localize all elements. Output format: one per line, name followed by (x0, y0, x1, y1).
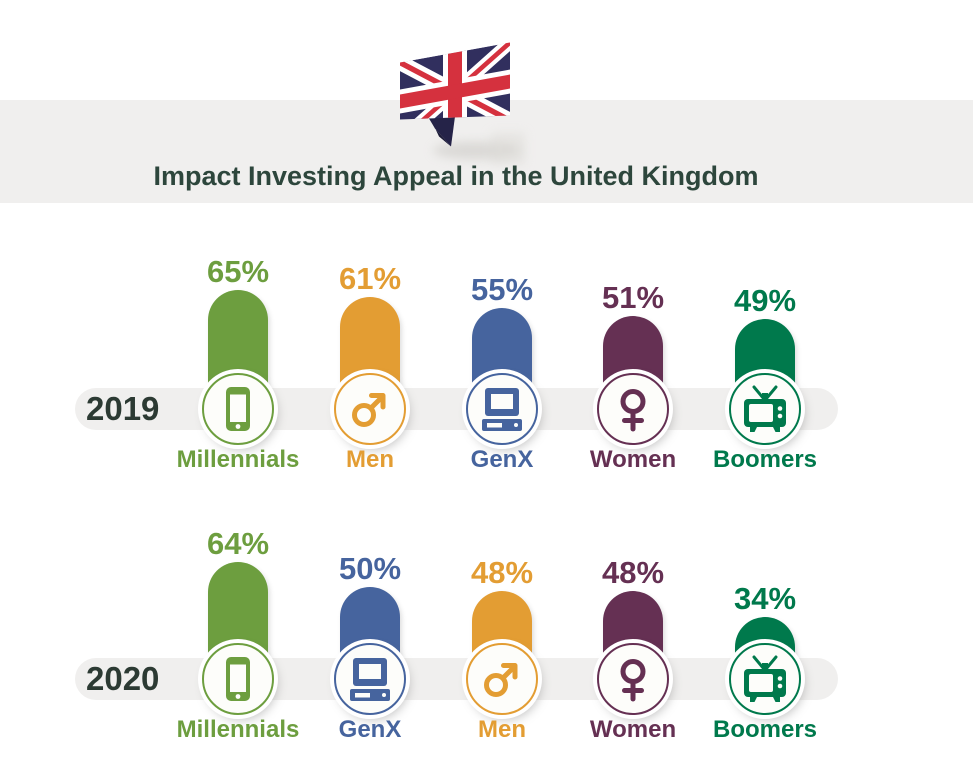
category-label: Women (589, 446, 677, 473)
percent-label: 51% (601, 280, 665, 315)
icon-circle (202, 373, 274, 445)
category-label: Millennials (176, 716, 300, 743)
tv-icon (744, 655, 786, 702)
category-label: Women (589, 716, 677, 743)
smartphone-icon (226, 387, 250, 431)
page-title: Impact Investing Appeal in the United Ki… (153, 161, 759, 191)
desktop-computer-icon (350, 658, 390, 701)
smartphone-icon (226, 657, 250, 701)
female-icon (620, 659, 646, 702)
year-label: 2019 (86, 390, 160, 427)
percent-label: 55% (470, 272, 534, 307)
category-label: Millennials (176, 446, 300, 473)
percent-label: 34% (733, 581, 797, 616)
icon-circle (729, 373, 801, 445)
category-label: Men (346, 446, 394, 473)
flag-fold (429, 116, 455, 147)
percent-label: 50% (338, 551, 402, 586)
percent-label: 48% (470, 555, 534, 590)
tv-icon (744, 385, 786, 432)
male-icon (352, 393, 386, 427)
icon-circle (466, 373, 538, 445)
icon-circle (729, 643, 801, 715)
category-label: Men (478, 716, 526, 743)
category-label: GenX (470, 446, 534, 473)
percent-label: 49% (733, 283, 797, 318)
icon-circle (466, 643, 538, 715)
icon-circle (597, 643, 669, 715)
category-label: Boomers (712, 716, 818, 743)
female-icon (620, 389, 646, 432)
icon-circle (334, 643, 406, 715)
male-icon (484, 663, 518, 697)
year-label: 2020 (86, 660, 160, 697)
icon-circle (202, 643, 274, 715)
icon-circle (597, 373, 669, 445)
category-label: GenX (338, 716, 402, 743)
percent-label: 64% (206, 526, 270, 561)
percent-label: 48% (601, 555, 665, 590)
percent-label: 65% (206, 254, 270, 289)
desktop-computer-icon (482, 388, 522, 431)
uk-flag-ribbon-icon (400, 42, 525, 165)
category-label: Boomers (712, 446, 818, 473)
icon-circle (334, 373, 406, 445)
percent-label: 61% (338, 261, 402, 296)
